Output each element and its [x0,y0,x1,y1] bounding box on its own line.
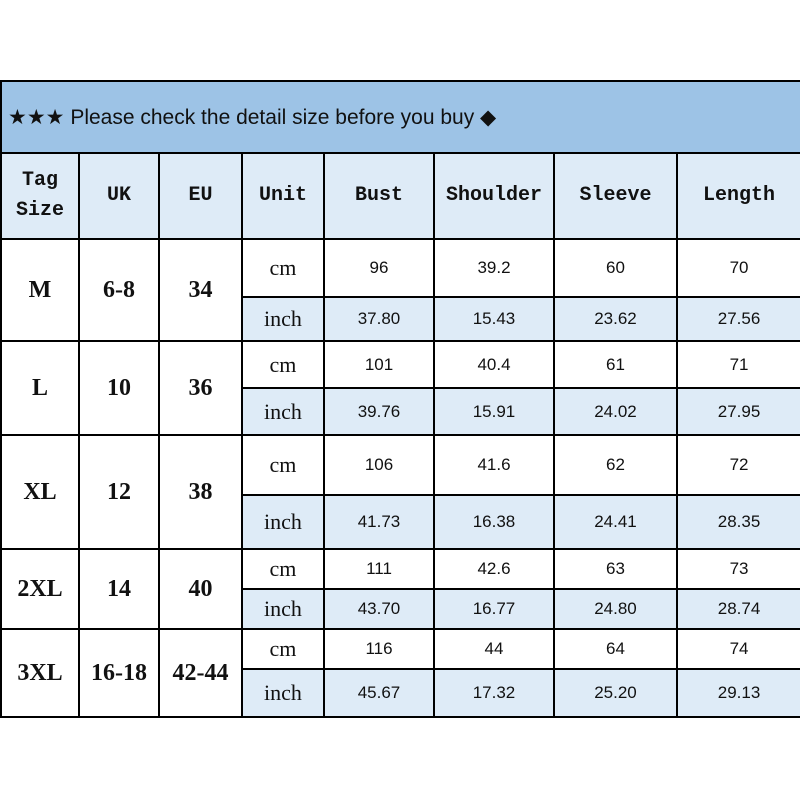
table-row-2XL-cm: 2XL 14 40 cm 111 42.6 63 73 [0,548,800,630]
bust-cell: 106 [323,434,435,496]
shoulder-cell: 44 [433,628,555,670]
bust-cell: 111 [323,548,435,590]
bust-cell: 39.76 [323,387,435,436]
unit-cell: cm [241,340,325,389]
length-cell: 28.35 [675,494,800,550]
size-tag: M [0,238,80,342]
unit-cell: inch [241,588,325,630]
size-tag: 2XL [0,548,80,630]
shoulder-cell: 17.32 [433,668,555,718]
sleeve-cell: 60 [553,238,678,298]
table-row-XL-cm: XL 12 38 cm 106 41.6 62 72 [0,434,800,550]
header-bust: Bust [323,152,435,240]
table-row-L-cm: L 10 36 cm 101 40.4 61 71 [0,340,800,436]
length-cell: 73 [675,548,800,590]
shoulder-cell: 16.77 [433,588,555,630]
size-tag: XL [0,434,80,550]
unit-cell: inch [241,668,325,718]
header-uk: UK [78,152,160,240]
header-sleeve: Sleeve [553,152,678,240]
table-row-M-cm: M 6-8 34 cm 96 39.2 60 70 [0,238,800,342]
unit-cell: inch [241,494,325,550]
unit-cell: cm [241,628,325,670]
size-uk: 16-18 [78,628,160,718]
bust-cell: 96 [323,238,435,298]
length-cell: 74 [675,628,800,670]
unit-cell: inch [241,296,325,342]
sleeve-cell: 25.20 [553,668,678,718]
header-row: Tag Size UK EU Unit Bust Shoulder Sleeve… [0,152,800,240]
length-cell: 72 [675,434,800,496]
header-tag-size: Tag Size [0,152,80,240]
shoulder-cell: 39.2 [433,238,555,298]
sleeve-cell: 24.80 [553,588,678,630]
size-uk: 6-8 [78,238,160,342]
sleeve-cell: 24.41 [553,494,678,550]
size-eu: 36 [158,340,243,436]
length-cell: 27.56 [675,296,800,342]
sleeve-cell: 24.02 [553,387,678,436]
header-eu: EU [158,152,243,240]
shoulder-cell: 15.91 [433,387,555,436]
size-eu: 38 [158,434,243,550]
bust-cell: 37.80 [323,296,435,342]
sleeve-cell: 62 [553,434,678,496]
bust-cell: 41.73 [323,494,435,550]
chart-title: ★★★ Please check the detail size before … [0,80,800,154]
table-row-M-inch: inch 37.80 15.43 23.62 27.56 [1,296,800,342]
size-chart: ★★★ Please check the detail size before … [0,80,800,718]
length-cell: 27.95 [675,387,800,436]
sleeve-cell: 23.62 [553,296,678,342]
shoulder-cell: 16.38 [433,494,555,550]
header-length: Length [675,152,800,240]
header-unit: Unit [241,152,325,240]
size-table: ★★★ Please check the detail size before … [0,80,800,718]
size-uk: 14 [78,548,160,630]
size-tag: 3XL [0,628,80,718]
table-row-3XL-cm: 3XL 16-18 42-44 cm 116 44 64 74 [0,628,800,718]
length-cell: 71 [675,340,800,389]
size-uk: 10 [78,340,160,436]
sleeve-cell: 63 [553,548,678,590]
sleeve-cell: 64 [553,628,678,670]
unit-cell: inch [241,387,325,436]
unit-cell: cm [241,238,325,298]
size-eu: 40 [158,548,243,630]
header-shoulder: Shoulder [433,152,555,240]
unit-cell: cm [241,548,325,590]
shoulder-cell: 42.6 [433,548,555,590]
size-uk: 12 [78,434,160,550]
size-eu: 34 [158,238,243,342]
size-eu: 42-44 [158,628,243,718]
length-cell: 29.13 [675,668,800,718]
size-tag: L [0,340,80,436]
bust-cell: 101 [323,340,435,389]
bust-cell: 116 [323,628,435,670]
table-row-2XL-inch: inch 43.70 16.77 24.80 28.74 [1,588,800,630]
table-row-XL-inch: inch 41.73 16.38 24.41 28.35 [1,494,800,550]
bust-cell: 45.67 [323,668,435,718]
table-row-3XL-inch: inch 45.67 17.32 25.20 29.13 [1,668,800,718]
table-row-L-inch: inch 39.76 15.91 24.02 27.95 [1,387,800,436]
shoulder-cell: 15.43 [433,296,555,342]
bust-cell: 43.70 [323,588,435,630]
shoulder-cell: 41.6 [433,434,555,496]
shoulder-cell: 40.4 [433,340,555,389]
sleeve-cell: 61 [553,340,678,389]
unit-cell: cm [241,434,325,496]
length-cell: 28.74 [675,588,800,630]
length-cell: 70 [675,238,800,298]
